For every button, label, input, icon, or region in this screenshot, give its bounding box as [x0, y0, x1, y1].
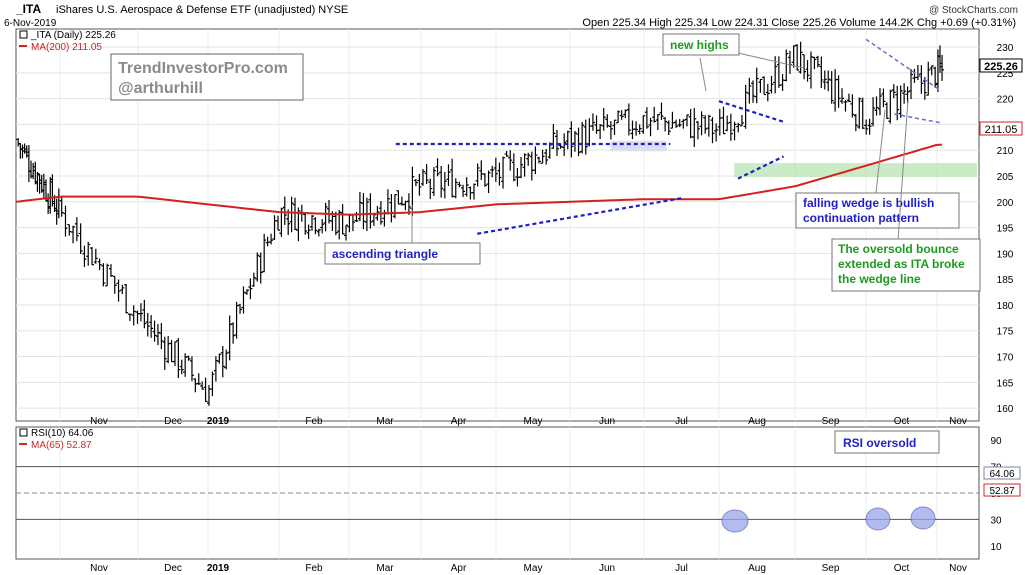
price-bars: [16, 41, 945, 406]
ohlc-readout: Open 225.34 High 225.34 Low 224.31 Close…: [582, 17, 1016, 29]
x-tick-label: Oct: [894, 563, 910, 574]
annotation-rsi-oversold: RSI oversold: [834, 430, 940, 454]
credit: @ StockCharts.com: [929, 5, 1018, 16]
oversold-marker-oct1: [865, 507, 891, 531]
price-tick-label: 180: [997, 301, 1014, 312]
x-tick-label: Aug: [748, 563, 766, 574]
rsi-ma-value-label: 52.87: [989, 486, 1014, 497]
chart-date: 6-Nov-2019: [4, 18, 57, 29]
x-tick-label: Sep: [822, 563, 840, 574]
annotation-oversold-bounce: The oversold bounce extended as ITA brok…: [831, 99, 981, 292]
branding-box: TrendInvestorPro.com @arthurhill: [110, 53, 304, 101]
rsi-tick-label: 90: [990, 436, 1002, 447]
oversold-marker-oct2: [910, 506, 936, 530]
x-tick-label: Aug: [748, 416, 766, 427]
last-price-label: 225.26: [984, 61, 1018, 73]
rsi-tick-label: 30: [990, 515, 1002, 526]
flag-lower-line: [737, 155, 785, 180]
x-tick-label: Apr: [451, 563, 467, 574]
price-tick-label: 230: [997, 43, 1014, 54]
annotation-oversold-line1: The oversold bounce: [838, 242, 959, 256]
price-tick-label: 175: [997, 327, 1014, 338]
price-panel: [15, 28, 980, 422]
last-price-flag: 225.26: [979, 58, 1023, 73]
fund-name: iShares U.S. Aerospace & Defense ETF (un…: [56, 4, 348, 16]
price-legend: _ITA (Daily) 225.26 MA(200) 211.05: [19, 30, 116, 53]
rsi-legend: RSI(10) 64.06 MA(65) 52.87: [19, 428, 94, 451]
rsi-gridlines: [16, 427, 979, 559]
x-tick-label: May: [524, 563, 543, 574]
price-y-axis: 1601651701751801851901952002052102152202…: [997, 43, 1014, 415]
x-tick-label: Nov: [90, 563, 108, 574]
x-tick-label: Jun: [599, 416, 615, 427]
x-tick-label: Oct: [894, 416, 910, 427]
x-tick-label: Jul: [675, 563, 688, 574]
annotation-ascending-triangle-text: ascending triangle: [332, 247, 438, 261]
annotation-oversold-line2: extended as ITA broke: [838, 257, 965, 271]
price-tick-label: 225: [997, 69, 1014, 80]
ma-price-flag: 211.05: [979, 121, 1023, 136]
branding-handle: @arthurhill: [118, 80, 203, 97]
x-tick-label: Jun: [599, 563, 615, 574]
x-tick-label: Feb: [305, 416, 323, 427]
x-tick-label: Nov: [949, 563, 967, 574]
price-tick-label: 160: [997, 404, 1014, 415]
x-tick-label: 2019: [207, 563, 230, 574]
wedge-lower-line: [894, 113, 942, 124]
rsi-ma-legend-label: MA(65) 52.87: [31, 440, 92, 451]
price-tick-label: 200: [997, 198, 1014, 209]
x-tick-label: Feb: [305, 563, 323, 574]
x-tick-label: Dec: [164, 416, 182, 427]
support-zone: [734, 163, 977, 178]
price-tick-label: 195: [997, 224, 1014, 235]
x-tick-label: Mar: [376, 563, 394, 574]
x-tick-label: Dec: [164, 563, 182, 574]
annotation-falling-wedge-line1: falling wedge is bullish: [803, 196, 934, 210]
price-tick-label: 165: [997, 378, 1014, 389]
price-tick-label: 185: [997, 275, 1014, 286]
annotation-oversold-line3: the wedge line: [838, 272, 921, 286]
ma200-line: [15, 143, 942, 216]
ma-price-label: 211.05: [985, 124, 1018, 136]
x-tick-label: Nov: [90, 416, 108, 427]
x-tick-label: Jul: [675, 416, 688, 427]
ma-legend-label: MA(200) 211.05: [31, 42, 102, 53]
ticker-symbol: _ITA: [15, 2, 41, 16]
price-legend-label: _ITA (Daily) 225.26: [30, 30, 116, 41]
annotation-new-highs-text: new highs: [670, 38, 729, 52]
annotation-new-highs: new highs: [662, 33, 805, 92]
price-tick-label: 205: [997, 172, 1014, 183]
rsi-value-label: 64.06: [989, 469, 1014, 480]
price-tick-label: 170: [997, 353, 1014, 364]
oversold-marker-aug: [721, 509, 749, 533]
x-tick-label: May: [524, 416, 543, 427]
price-tick-label: 190: [997, 249, 1014, 260]
price-tick-label: 220: [997, 95, 1014, 106]
x-tick-label: Nov: [949, 416, 967, 427]
trendlines: [395, 38, 942, 235]
x-tick-label: 2019: [207, 416, 230, 427]
price-x-axis: Nov Dec 2019 Feb Mar Apr May Jun Jul Aug Sep Oct Nov: [90, 416, 967, 427]
x-tick-label: Sep: [822, 416, 840, 427]
annotation-falling-wedge-line2: continuation pattern: [803, 211, 919, 225]
resistance-band: [610, 140, 667, 152]
price-tick-label: 210: [997, 146, 1014, 157]
rsi-tick-label: 10: [990, 542, 1002, 553]
annotation-falling-wedge: falling wedge is bullish continuation pa…: [795, 109, 960, 229]
wedge-upper-line: [865, 38, 942, 92]
flag-upper-line: [718, 100, 784, 123]
x-tick-label: Mar: [376, 416, 394, 427]
x-tick-label: Apr: [451, 416, 467, 427]
rsi-oversold-markers: [721, 506, 936, 533]
annotation-rsi-oversold-text: RSI oversold: [843, 436, 916, 450]
rsi-value-flag: 64.06: [983, 466, 1021, 480]
rsi-x-axis: Nov Dec 2019 Feb Mar Apr May Jun Jul Aug Sep Oct Nov: [90, 563, 967, 574]
rsi-ma-flag: 52.87: [983, 483, 1021, 497]
branding-site: TrendInvestorPro.com: [118, 60, 288, 77]
rsi-legend-label: RSI(10) 64.06: [31, 428, 94, 439]
annotation-ascending-triangle: ascending triangle: [324, 205, 481, 265]
